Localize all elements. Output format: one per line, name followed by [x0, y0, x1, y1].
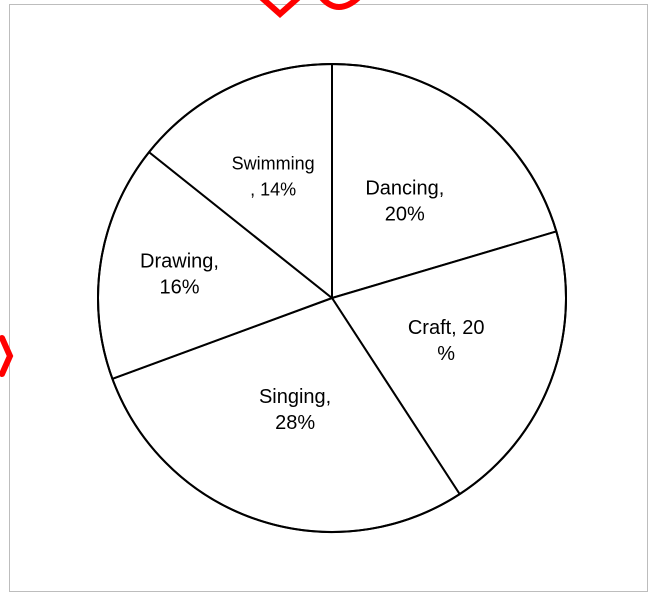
- slice-label-line: Swimming: [232, 154, 315, 174]
- slice-label-singing: Singing, 28%: [259, 386, 331, 434]
- slice-label-line: Singing,: [259, 386, 331, 408]
- watermark: [0, 0, 361, 377]
- slice-label-line: 20%: [385, 204, 425, 226]
- pie-outline: [97, 63, 567, 533]
- slice-label-line: Drawing,: [140, 250, 219, 272]
- slice-label-swimming: Swimming , 14%: [232, 154, 315, 200]
- slice-label-line: Dancing,: [365, 178, 444, 200]
- slice-label-line: 28%: [275, 412, 315, 434]
- slice-label-line: %: [437, 343, 455, 365]
- slice-label-line: , 14%: [250, 180, 296, 200]
- slice-label-dancing: Dancing, 20%: [365, 178, 444, 226]
- slice-labels: Dancing, 20% Craft, 20 % Singing, 28% Drawing,…: [140, 154, 485, 434]
- slice-label-craft: Craft, 20%: [408, 317, 485, 365]
- slice-label-drawing: Drawing, 16%: [140, 250, 219, 298]
- slice-label-line: Craft, 20: [408, 317, 485, 339]
- slice-label-line: 16%: [159, 276, 199, 298]
